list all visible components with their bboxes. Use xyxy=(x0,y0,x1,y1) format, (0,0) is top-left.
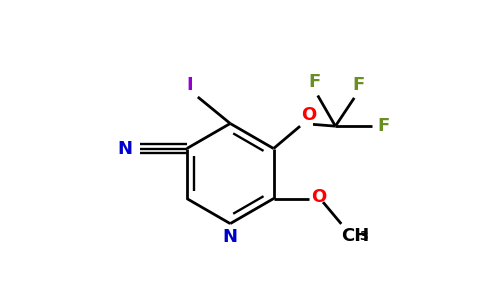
Text: F: F xyxy=(378,117,390,135)
Text: CH: CH xyxy=(341,227,370,245)
Text: 3: 3 xyxy=(359,230,367,243)
Text: N: N xyxy=(223,228,238,246)
Text: O: O xyxy=(301,106,317,124)
Text: I: I xyxy=(186,76,193,94)
Text: N: N xyxy=(118,140,133,158)
Text: F: F xyxy=(353,76,365,94)
Text: O: O xyxy=(311,188,327,206)
Text: F: F xyxy=(309,74,321,92)
